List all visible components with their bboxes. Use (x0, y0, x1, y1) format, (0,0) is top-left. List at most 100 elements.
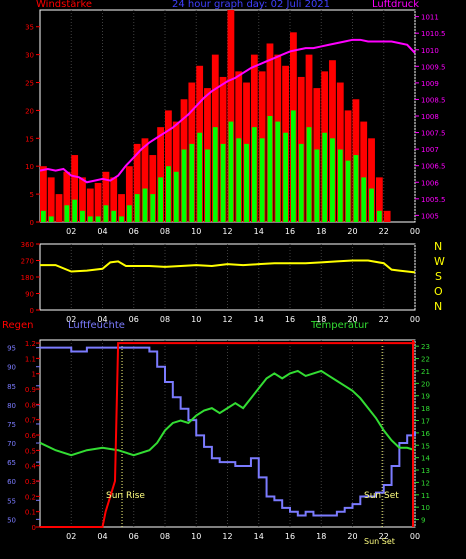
wind-y-tick-label: 20 (25, 107, 34, 115)
gust-bar (369, 188, 374, 222)
temperature-y-tick-label: 23 (421, 343, 430, 351)
wind-bar (110, 177, 118, 222)
climate-x-tick-label: 12 (222, 532, 232, 541)
gust-bar (72, 199, 78, 222)
pressure-y-tick-label: 1005.5 (421, 196, 446, 204)
climate-x-tick-label: 20 (347, 532, 357, 541)
rain-y-tick-label: 0.7 (25, 417, 36, 425)
wind-bar (63, 171, 71, 222)
gust-bar (330, 138, 335, 222)
pressure-line (39, 38, 416, 184)
temperature-y-tick-label: 15 (421, 442, 430, 450)
graph-title: 24 hour graph day: 02 Juli 2021 (172, 0, 331, 10)
gust-bar (197, 132, 203, 222)
pressure-y-tick-label: 1007.5 (421, 130, 446, 138)
direction-x-tick-label: 12 (222, 315, 232, 324)
gust-bar (251, 127, 257, 222)
wind-pressure-x-tick-label: 14 (254, 227, 264, 236)
gust-bar (283, 132, 288, 222)
temperature-y-tick-label: 20 (421, 380, 430, 388)
wind-pressure-x-tick-label: 10 (191, 227, 201, 236)
temperature-y-tick-label: 19 (421, 393, 430, 401)
rain-y-tick-label: 0.4 (25, 463, 37, 471)
rain-y-tick-label: 1.2 (25, 340, 36, 348)
gust-bar (345, 160, 351, 222)
wind-bar (375, 177, 383, 222)
wind-pressure-x-tick-label: 00 (410, 227, 420, 236)
wind-bar (55, 194, 63, 222)
gust-bar (267, 116, 273, 222)
gust-bar (236, 138, 242, 222)
wind-y-tick-label: 25 (25, 80, 34, 88)
gust-bar (64, 205, 70, 222)
humidity-y-tick-label: 75 (7, 421, 16, 429)
gust-bar (158, 177, 163, 222)
gust-bar (48, 216, 54, 222)
wind-y-tick-label: 30 (25, 52, 34, 60)
wind-bar (368, 138, 375, 222)
rain-y-tick-label: 0.1 (25, 509, 36, 517)
pressure-y-tick-label: 1008 (421, 113, 439, 121)
gust-bar (134, 194, 140, 222)
compass-n-top: N (434, 240, 443, 253)
rain-label: Regen (2, 320, 34, 331)
rain-y-tick-label: 0 (32, 524, 36, 532)
gust-bar (41, 210, 46, 222)
rain-y-tick-label: 1 (32, 371, 36, 379)
wind-y-tick-label: 5 (30, 191, 34, 199)
humidity-y-tick-label: 80 (7, 402, 16, 410)
humidity-y-tick-label: 55 (7, 497, 16, 505)
gust-bar (119, 216, 124, 222)
direction-x-tick-label: 08 (160, 315, 170, 324)
wind-pressure-x-tick-label: 18 (316, 227, 326, 236)
gust-bar (353, 155, 359, 222)
direction-x-tick-label: 18 (316, 315, 326, 324)
gust-bar (298, 143, 304, 222)
direction-y-tick-label: 360 (21, 241, 34, 249)
direction-line (40, 259, 416, 274)
wind-pressure-x-tick-label: 22 (379, 227, 389, 236)
wind-pressure-x-tick-label: 16 (285, 227, 295, 236)
gust-bar (337, 149, 343, 222)
direction-y-tick-label: 90 (25, 291, 34, 299)
compass-s: S (435, 270, 442, 283)
pressure-y-tick-label: 1009 (421, 80, 439, 88)
direction-x-tick-label: 22 (379, 315, 389, 324)
gust-bar (166, 166, 171, 222)
rain-y-tick-label: 0.5 (25, 447, 36, 455)
gust-bar (259, 138, 265, 222)
sunset-label: Sun Set (364, 491, 399, 501)
humidity-y-tick-label: 85 (7, 383, 16, 391)
pressure-y-tick-label: 1006 (421, 179, 439, 187)
temperature-y-tick-label: 16 (421, 430, 430, 438)
gust-bar (244, 143, 249, 222)
pressure-y-tick-label: 1009.5 (421, 63, 446, 71)
compass-n-bottom: N (434, 300, 443, 313)
rain-y-tick-label: 0.3 (25, 478, 36, 486)
direction-x-tick-label: 16 (285, 315, 295, 324)
rain-y-tick-label: 0.8 (25, 401, 36, 409)
wind-pressure-x-tick-label: 02 (66, 227, 76, 236)
humidity-y-tick-label: 95 (7, 345, 16, 353)
pressure-y-tick-label: 1008.5 (421, 96, 446, 104)
temperature-y-tick-label: 11 (421, 492, 430, 500)
wind-bar (157, 127, 164, 222)
rain-y-tick-label: 0.2 (25, 493, 36, 501)
climate-x-tick-label: 00 (410, 532, 420, 541)
pressure-y-tick-label: 1007 (421, 146, 439, 154)
pressure-y-tick-label: 1005 (421, 212, 439, 220)
gust-bar (150, 194, 156, 222)
gust-bar (322, 132, 328, 222)
wind-bar (141, 138, 149, 222)
temperature-y-tick-label: 22 (421, 356, 430, 364)
gust-bar (212, 127, 218, 222)
climate-x-tick-label: 22 (379, 532, 389, 541)
temperature-line (39, 369, 416, 457)
humidity-label: Luftfeuchte (68, 320, 125, 331)
wind-bar (47, 177, 55, 222)
gust-bar (205, 149, 210, 222)
humidity-y-tick-label: 50 (7, 516, 16, 524)
climate-x-tick-label: 06 (129, 532, 139, 541)
temperature-y-tick-label: 17 (421, 417, 430, 425)
climate-x-tick-label: 18 (316, 532, 326, 541)
